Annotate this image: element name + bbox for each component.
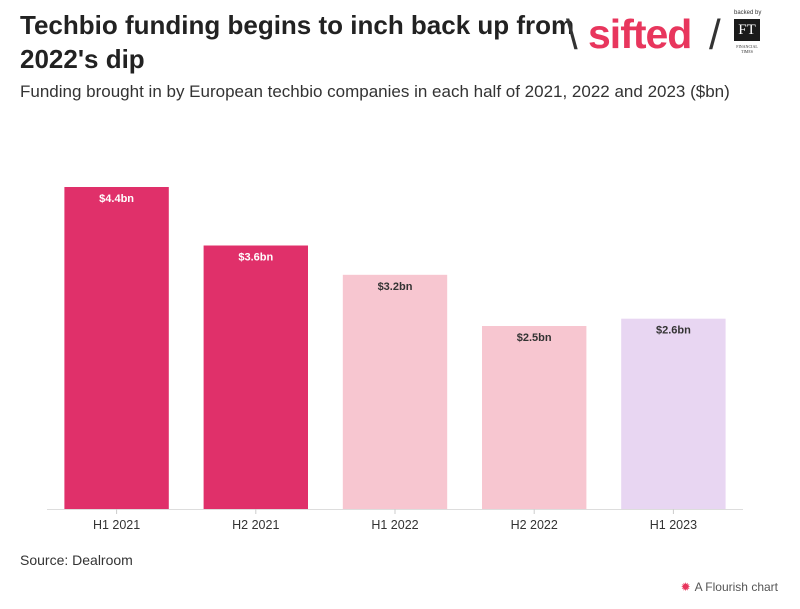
data-label: $2.5bn (517, 332, 552, 344)
data-label: $4.4bn (99, 193, 134, 205)
logo-slash-icon: \ (566, 11, 578, 58)
flourish-credit[interactable]: ✹ A Flourish chart (681, 580, 778, 594)
backed-by-label: backed by (734, 10, 762, 16)
flourish-icon: ✹ (680, 580, 691, 594)
bar-h1-2021[interactable] (64, 187, 169, 509)
x-tick-label: H2 2021 (232, 518, 279, 532)
ft-name: FINANCIAL TIMES (736, 44, 758, 54)
flourish-credit-label: A Flourish chart (694, 580, 778, 594)
x-tick-label: H1 2023 (650, 518, 697, 532)
ft-logo: FT (734, 19, 760, 41)
x-tick-label: H1 2021 (93, 518, 140, 532)
data-label: $3.2bn (378, 281, 413, 293)
bar-h1-2023[interactable] (621, 318, 726, 509)
x-tick-label: H2 2022 (511, 518, 558, 532)
sifted-wordmark: sifted (588, 11, 692, 57)
bar-h2-2022[interactable] (482, 326, 587, 509)
data-label: $2.6bn (656, 325, 691, 337)
bar-h2-2021[interactable] (203, 245, 308, 510)
bar-h1-2022[interactable] (342, 274, 448, 509)
logo-slash-icon: / (709, 11, 721, 58)
sifted-logo: \ sifted / backed by FT FINANCIAL TIMES (566, 8, 781, 62)
chart-title: Techbio funding begins to inch back up f… (20, 10, 575, 74)
source-note: Source: Dealroom (20, 552, 133, 568)
chart-subtitle: Funding brought in by European techbio c… (20, 82, 730, 101)
data-label: $3.6bn (238, 252, 273, 264)
x-tick-label: H1 2022 (371, 518, 418, 532)
